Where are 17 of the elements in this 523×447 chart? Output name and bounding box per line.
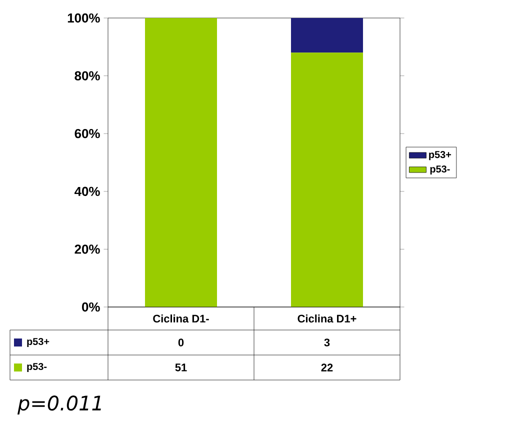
text: p53+	[27, 338, 50, 348]
y-tick-label: 80%	[74, 71, 100, 80]
legend-label: p53-	[430, 165, 450, 175]
y-tick-label: 100%	[68, 13, 100, 23]
text: p53-	[27, 362, 47, 372]
y-tick-label: 0%	[82, 302, 100, 312]
text: 22	[321, 364, 333, 372]
text: 3	[324, 338, 330, 346]
text: p=0.011	[17, 396, 101, 414]
legend-label: p53+	[429, 151, 452, 160]
y-tick-label: 20%	[74, 244, 100, 254]
y-tick-label: 40%	[74, 186, 100, 196]
y-tick-label: 60%	[74, 129, 100, 138]
text: 0	[178, 338, 184, 346]
x-tick-label: Ciclina D1+	[298, 314, 356, 323]
text: 51	[175, 364, 187, 372]
x-tick-label: Ciclina D1-	[153, 314, 209, 323]
